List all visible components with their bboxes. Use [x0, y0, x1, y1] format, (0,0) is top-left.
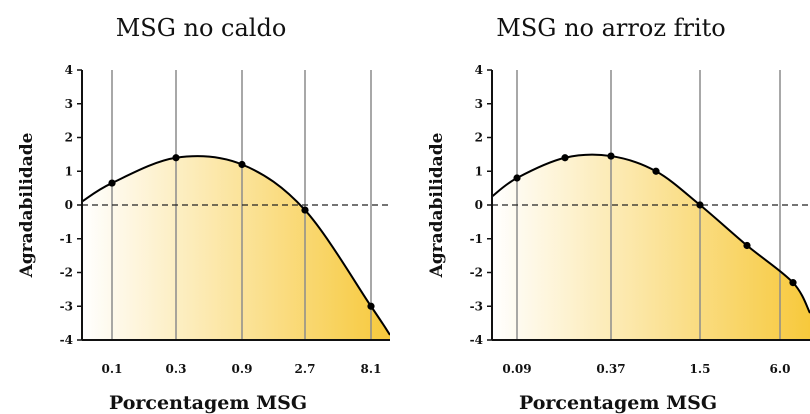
- data-point-0: [108, 179, 116, 187]
- x-tick-label: 0.9: [232, 362, 253, 376]
- data-point-3: [301, 206, 309, 214]
- chart-panel-1: 4 3 2 1 0 -1 -2 -3 -4 0.09 0.37 1.5 6.0 MSG no arroz …: [427, 14, 810, 414]
- data-point-4: [367, 302, 375, 310]
- y-tick-label: -1: [60, 232, 73, 246]
- x-tick-label: 0.09: [502, 362, 531, 376]
- data-point-5: [743, 241, 751, 250]
- x-axis-label: Porcentagem MSG: [109, 392, 307, 414]
- y-tick-label: -2: [470, 266, 483, 280]
- data-point-1: [561, 154, 569, 162]
- y-tick-label: 1: [65, 164, 73, 178]
- area-fill: [82, 156, 390, 340]
- x-axis-label: Porcentagem MSG: [519, 392, 717, 414]
- y-axis-label: Agradabilidade: [427, 132, 447, 278]
- y-tick-label: 0: [475, 198, 483, 212]
- x-tick-label: 2.7: [295, 362, 316, 376]
- y-tick-label: 4: [475, 63, 483, 77]
- y-tick-label: -4: [60, 333, 73, 347]
- data-point-2: [238, 160, 246, 169]
- x-tick-label: 6.0: [770, 362, 791, 376]
- y-tick-label: 2: [475, 131, 483, 145]
- y-tick-label: 4: [65, 63, 73, 77]
- area-fill: [492, 154, 810, 340]
- x-tick-label: 0.3: [166, 362, 187, 376]
- y-tick-label: 0: [65, 198, 73, 212]
- data-point-6: [789, 279, 797, 287]
- x-tick-label: 0.37: [596, 362, 625, 376]
- y-tick-label: 2: [65, 131, 73, 145]
- data-point-2: [607, 152, 615, 160]
- x-tick-label: 8.1: [361, 362, 382, 376]
- data-point-3: [652, 167, 660, 175]
- data-point-1: [172, 154, 180, 162]
- data-point-0: [513, 174, 521, 182]
- x-tick-label: 0.1: [102, 362, 123, 376]
- chart-title: MSG no caldo: [116, 14, 287, 42]
- y-tick-label: -3: [60, 299, 73, 313]
- data-point-4: [696, 201, 704, 209]
- y-tick-label: -4: [470, 333, 483, 347]
- y-tick-label: -3: [470, 299, 483, 313]
- x-tick-label: 1.5: [690, 362, 711, 376]
- y-tick-label: 3: [65, 97, 73, 111]
- y-tick-label: 3: [475, 97, 483, 111]
- y-tick-label: -1: [470, 232, 483, 246]
- y-tick-label: 1: [475, 164, 483, 178]
- y-axis-label: Agradabilidade: [17, 132, 37, 278]
- chart-title: MSG no arroz frito: [496, 14, 725, 42]
- chart-panel-0: 4 3 2 1 0 -1 -2 -3 -4 0.1 0.3 0.9 2.7 8.1 MSG no caldo…: [17, 14, 390, 414]
- y-tick-label: -2: [60, 266, 73, 280]
